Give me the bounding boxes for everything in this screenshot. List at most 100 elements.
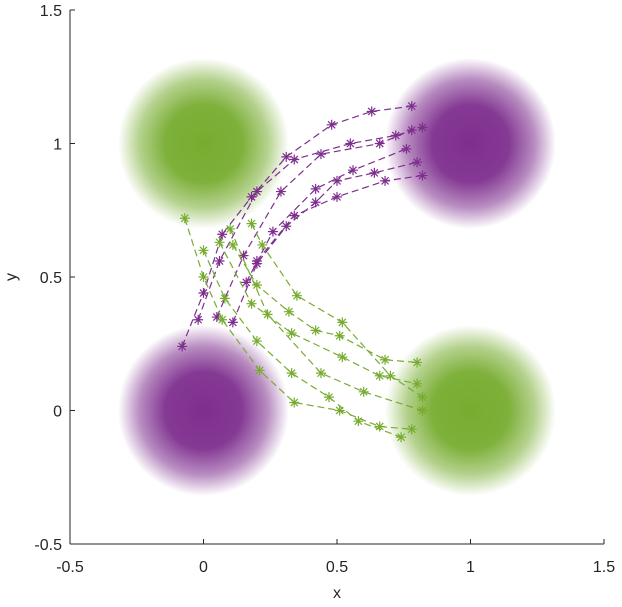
y-tick-label: -0.5	[34, 537, 62, 554]
star-marker	[406, 424, 417, 435]
star-marker	[417, 392, 428, 403]
star-marker	[334, 330, 345, 341]
x-axis-label: x	[333, 585, 341, 602]
star-marker	[246, 218, 257, 229]
star-marker	[193, 314, 204, 325]
star-marker	[246, 298, 257, 309]
y-axis-label: y	[3, 273, 20, 281]
star-marker	[217, 229, 228, 240]
star-marker	[323, 392, 334, 403]
trajectory	[218, 242, 418, 385]
cluster	[118, 325, 289, 496]
star-marker	[374, 370, 385, 381]
star-marker	[401, 143, 412, 154]
star-marker	[390, 130, 401, 141]
star-marker	[366, 106, 377, 117]
star-marker	[417, 405, 428, 416]
star-marker	[179, 213, 190, 224]
star-marker	[275, 186, 286, 197]
star-marker	[198, 245, 209, 256]
star-marker	[412, 378, 423, 389]
star-marker	[353, 416, 364, 427]
star-marker	[238, 250, 249, 261]
star-marker	[219, 293, 230, 304]
star-marker	[345, 138, 356, 149]
star-marker	[251, 186, 262, 197]
star-marker	[217, 314, 228, 325]
star-marker	[246, 191, 257, 202]
star-marker	[227, 317, 238, 328]
star-marker	[310, 325, 321, 336]
star-marker	[380, 354, 391, 365]
cluster	[385, 58, 556, 229]
star-marker	[406, 125, 417, 136]
star-marker	[214, 237, 225, 248]
x-tick-label: -0.5	[56, 559, 84, 576]
star-marker	[337, 352, 348, 363]
x-tick-label: 1	[466, 559, 475, 576]
plot-area	[118, 58, 556, 496]
star-marker	[251, 336, 262, 347]
cluster	[118, 58, 289, 229]
star-marker	[374, 421, 385, 432]
x-tick-label: 0.5	[326, 559, 348, 576]
star-marker	[267, 226, 278, 237]
star-marker	[315, 368, 326, 379]
star-marker	[412, 157, 423, 168]
star-marker	[315, 149, 326, 160]
star-marker	[289, 397, 300, 408]
star-marker	[417, 122, 428, 133]
star-marker	[358, 386, 369, 397]
star-marker	[281, 151, 292, 162]
star-marker	[412, 357, 423, 368]
star-marker	[289, 210, 300, 221]
star-marker	[257, 239, 268, 250]
star-marker	[289, 154, 300, 165]
trajectory	[216, 129, 412, 318]
star-marker	[374, 138, 385, 149]
star-marker	[326, 119, 337, 130]
star-marker	[337, 317, 348, 328]
star-marker	[281, 221, 292, 232]
star-marker	[310, 183, 321, 194]
star-marker	[198, 288, 209, 299]
star-marker	[291, 290, 302, 301]
star-marker	[286, 368, 297, 379]
x-tick-label: 0	[199, 559, 208, 576]
y-tick-label: 1	[53, 137, 62, 154]
star-marker	[254, 365, 265, 376]
star-marker	[225, 223, 236, 234]
star-marker	[227, 239, 238, 250]
trajectory	[256, 174, 423, 262]
x-tick-label: 1.5	[593, 559, 615, 576]
star-marker	[251, 280, 262, 291]
star-marker	[348, 165, 359, 176]
star-marker	[369, 167, 380, 178]
star-marker	[332, 191, 342, 202]
star-marker	[262, 309, 273, 320]
star-marker	[251, 255, 262, 266]
y-tick-label: 1.5	[40, 3, 62, 20]
star-marker	[286, 328, 297, 339]
star-marker	[198, 272, 209, 282]
star-marker	[332, 175, 342, 186]
star-marker	[177, 341, 188, 352]
star-marker	[310, 197, 321, 208]
y-tick-label: 0.5	[40, 270, 62, 287]
y-tick-label: 0	[53, 404, 62, 421]
star-marker	[380, 175, 391, 186]
star-marker	[214, 255, 225, 266]
star-marker	[385, 370, 396, 381]
star-marker	[334, 405, 345, 416]
trajectory	[251, 223, 423, 398]
star-marker	[241, 277, 252, 288]
star-marker	[406, 101, 417, 112]
star-marker	[283, 306, 294, 317]
cluster	[385, 325, 556, 496]
star-marker	[417, 170, 428, 181]
trajectory	[184, 218, 412, 430]
star-marker	[396, 432, 407, 443]
star-marker	[211, 312, 222, 323]
